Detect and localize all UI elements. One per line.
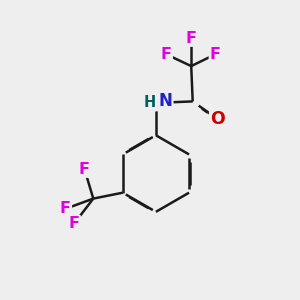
Text: H: H (144, 95, 156, 110)
Text: F: F (69, 216, 80, 231)
Text: F: F (210, 47, 221, 62)
Text: F: F (186, 31, 197, 46)
Text: F: F (161, 47, 172, 62)
Text: F: F (79, 162, 90, 177)
Text: N: N (158, 92, 172, 110)
Text: O: O (210, 110, 225, 128)
Text: F: F (60, 201, 71, 216)
